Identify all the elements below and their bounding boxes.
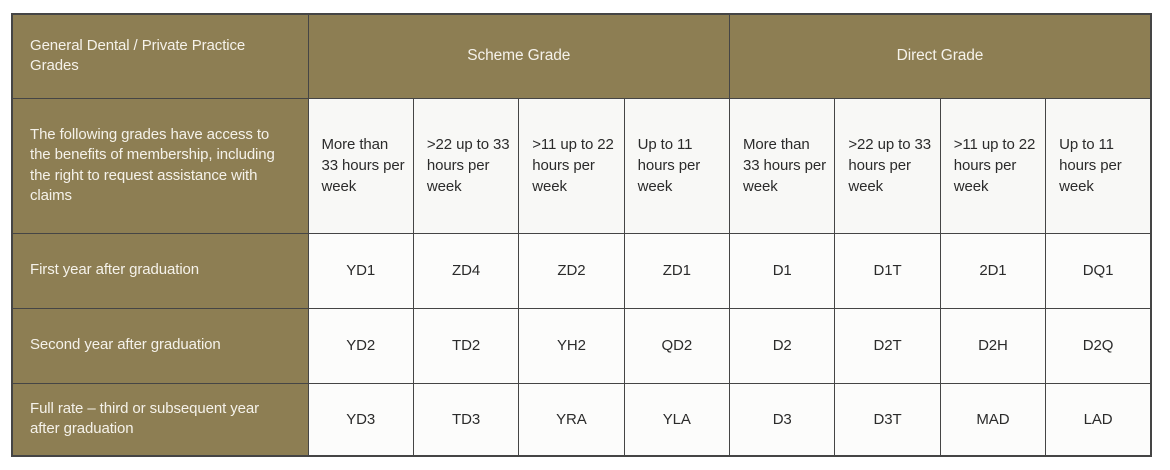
grade-code-cell: D3T (834, 382, 941, 457)
grade-code-cell: D1 (728, 232, 836, 309)
table-row-full-rate: Full rate – third or subsequent year aft… (11, 382, 1152, 457)
membership-description-header: The following grades have access to the … (11, 97, 309, 234)
grade-code-cell: YH2 (518, 307, 625, 384)
grade-code-cell: TD2 (412, 307, 520, 384)
corner-header: General Dental / Private Practice Grades (11, 13, 309, 99)
row-label-first-year: First year after graduation (11, 232, 309, 309)
hours-col-direct-22-to-33: >22 up to 33 hours per week (834, 97, 941, 234)
grade-code-cell: ZD2 (518, 232, 625, 309)
group-header-scheme-grade: Scheme Grade (307, 13, 730, 99)
table-row-first-year: First year after graduation YD1 ZD4 ZD2 … (11, 232, 1152, 309)
grade-code-cell: YD2 (307, 307, 414, 384)
row-label-full-rate: Full rate – third or subsequent year aft… (11, 382, 309, 457)
grade-code-cell: TD3 (412, 382, 520, 457)
grades-table-container: General Dental / Private Practice Grades… (11, 13, 1152, 457)
row-label-second-year: Second year after graduation (11, 307, 309, 384)
hours-col-scheme-22-to-33: >22 up to 33 hours per week (412, 97, 520, 234)
hours-col-direct-more-than-33: More than 33 hours per week (728, 97, 836, 234)
grade-code-cell: YD3 (307, 382, 414, 457)
hours-col-scheme-more-than-33: More than 33 hours per week (307, 97, 414, 234)
grade-code-cell: YRA (518, 382, 625, 457)
grade-code-cell: QD2 (623, 307, 731, 384)
grade-code-cell: D2 (728, 307, 836, 384)
hours-col-scheme-up-to-11: Up to 11 hours per week (623, 97, 731, 234)
grade-code-cell: D1T (834, 232, 941, 309)
hours-col-direct-up-to-11: Up to 11 hours per week (1045, 97, 1152, 234)
group-header-row: General Dental / Private Practice Grades… (11, 13, 1152, 99)
table-row-second-year: Second year after graduation YD2 TD2 YH2… (11, 307, 1152, 384)
grade-code-cell: LAD (1045, 382, 1152, 457)
group-header-direct-grade: Direct Grade (729, 13, 1152, 99)
grade-code-cell: D2T (834, 307, 941, 384)
grade-code-cell: D2H (939, 307, 1047, 384)
grade-code-cell: ZD1 (623, 232, 731, 309)
grade-code-cell: ZD4 (412, 232, 520, 309)
grade-code-cell: D2Q (1045, 307, 1152, 384)
grade-code-cell: YLA (623, 382, 731, 457)
hours-header-row: The following grades have access to the … (11, 97, 1152, 234)
grade-code-cell: MAD (939, 382, 1047, 457)
hours-col-scheme-11-to-22: >11 up to 22 hours per week (518, 97, 625, 234)
grade-code-cell: 2D1 (939, 232, 1047, 309)
hours-col-direct-11-to-22: >11 up to 22 hours per week (939, 97, 1047, 234)
grade-code-cell: DQ1 (1045, 232, 1152, 309)
grade-code-cell: YD1 (307, 232, 414, 309)
dental-grades-table: General Dental / Private Practice Grades… (11, 13, 1152, 457)
grade-code-cell: D3 (728, 382, 836, 457)
